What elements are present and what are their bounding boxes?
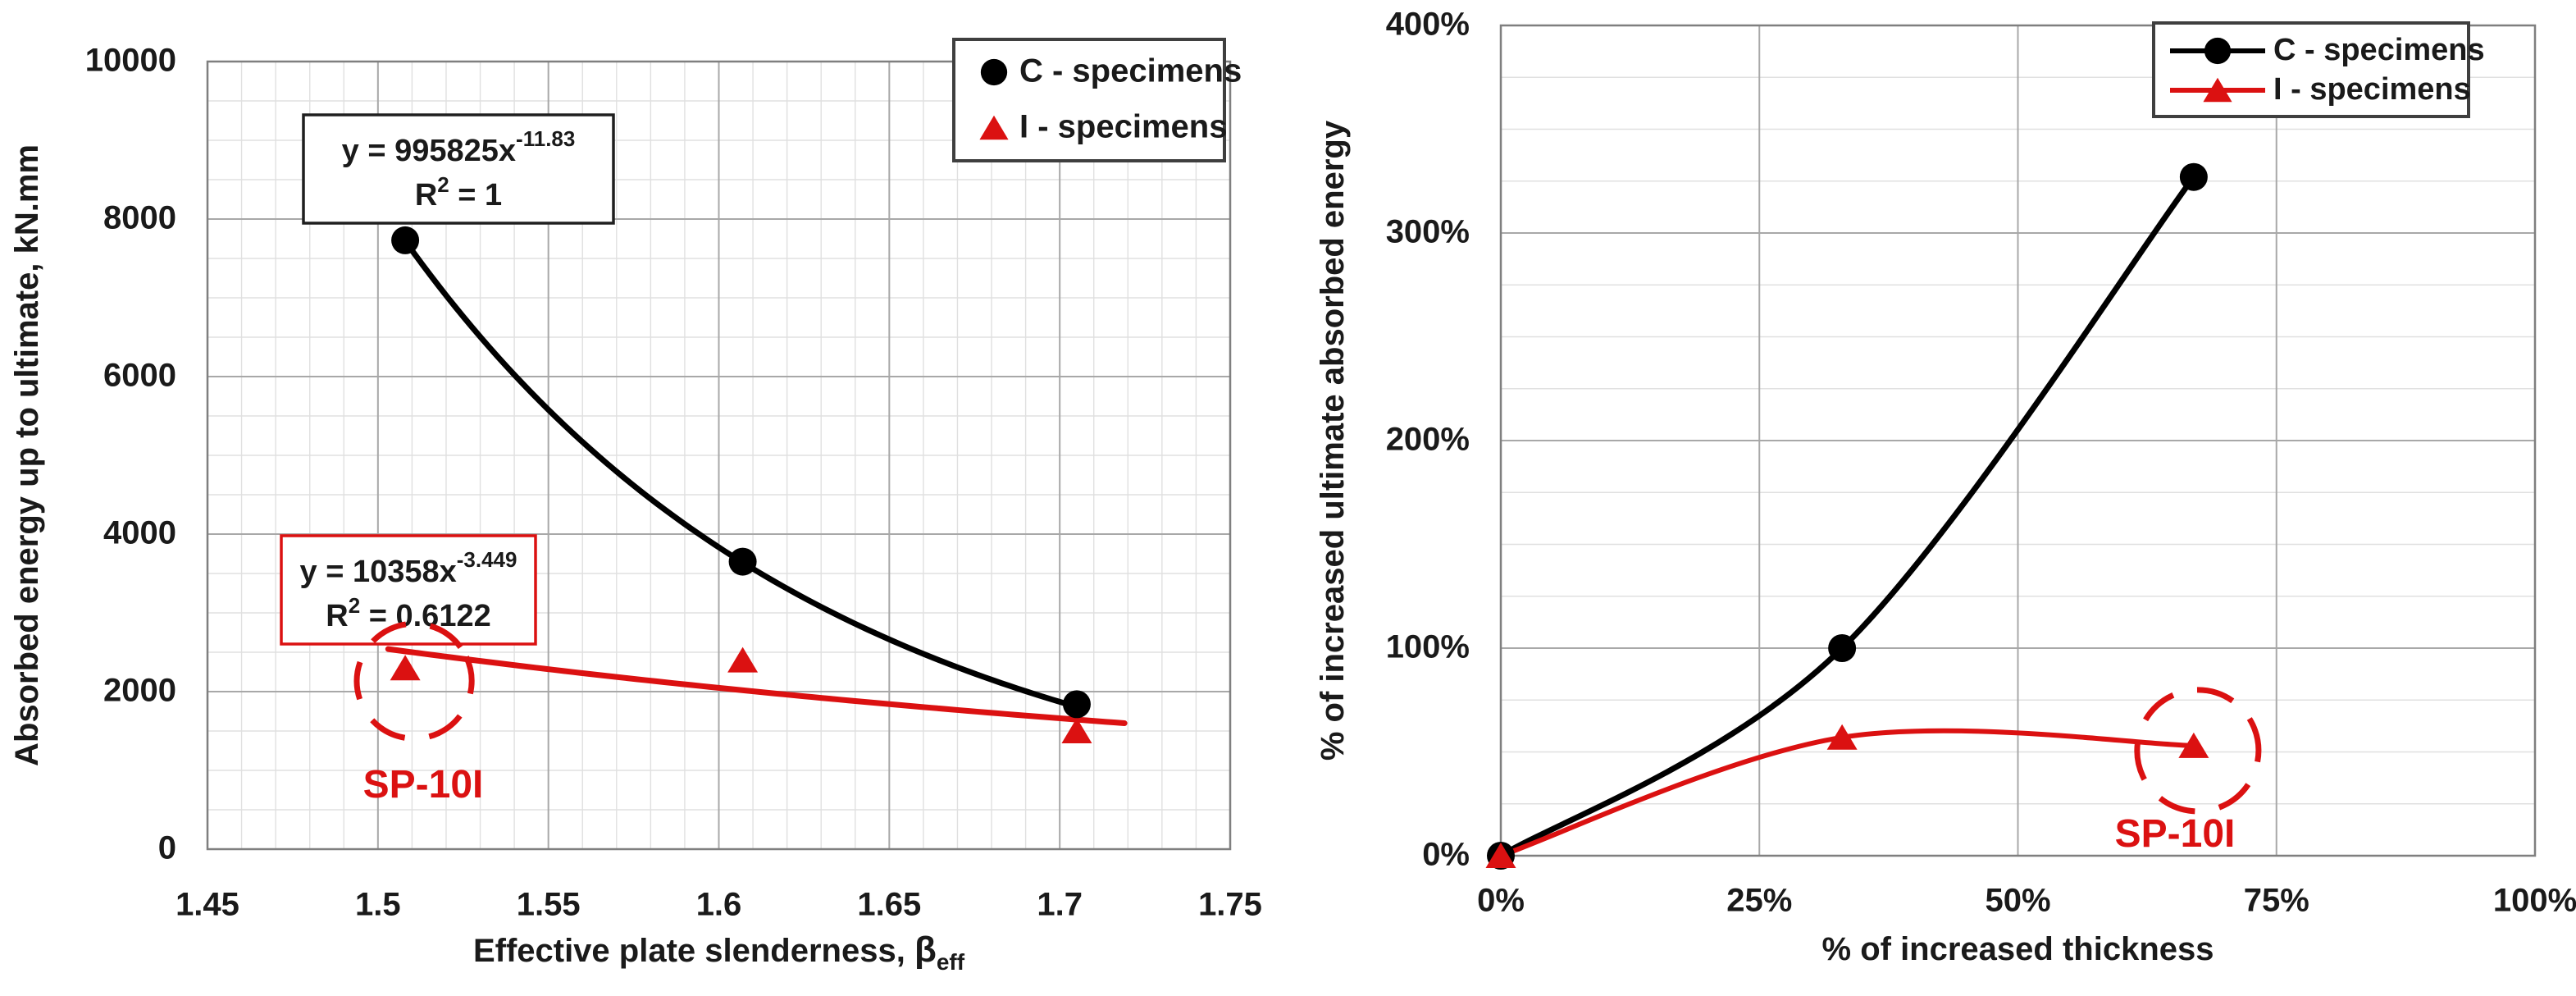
legend-label: I - specimens	[1019, 109, 1227, 145]
data-point-i-2	[2178, 732, 2209, 758]
r-squared-sup: 2	[349, 593, 360, 618]
data-point-i-1	[727, 646, 759, 673]
equation-exponent: -3.449	[457, 547, 517, 572]
x-tick-label: 25%	[1726, 883, 1792, 919]
triangle-marker	[2178, 732, 2209, 758]
x-axis-title-text: Effective plate slenderness,	[473, 933, 914, 969]
series-line-c-specimens	[1498, 174, 2197, 859]
equation-base: y = 995825x	[342, 134, 516, 168]
legend-entry-c-specimens: C - specimens	[980, 53, 1242, 89]
equation-line-2: R2 = 1	[415, 172, 502, 212]
data-point-i-2	[1061, 718, 1092, 743]
data-point-i-0	[1485, 843, 1516, 868]
data-point-c-2	[2179, 162, 2208, 191]
plot-frame	[206, 60, 1232, 851]
triangle-marker	[1826, 724, 1858, 750]
legend-entry-i-specimens: I - specimens	[979, 109, 1227, 145]
legend-label: I - specimens	[2273, 72, 2471, 107]
y-tick-label: 100%	[1386, 629, 1470, 665]
x-tick-label: 75%	[2244, 883, 2309, 919]
equation-box-border	[302, 113, 615, 225]
right-chart: C - specimens I - specimens SP-10I 0% 100% 20…	[1315, 7, 2576, 967]
y-tick-label: 0	[158, 830, 176, 866]
circle-marker	[728, 547, 757, 576]
x-tick-label: 0%	[1477, 883, 1525, 919]
legend: C - specimens I - specimens	[2152, 21, 2485, 118]
r-squared-rest: = 0.6122	[360, 599, 491, 633]
x-axis-title-subscript: eff	[937, 949, 965, 975]
legend-circle-marker	[980, 58, 1008, 86]
data-point-i-0	[390, 655, 421, 681]
x-axis-title: % of increased thickness	[1822, 931, 2214, 967]
x-tick-label: 1.65	[857, 887, 921, 923]
x-tick-label: 100%	[2493, 883, 2576, 919]
y-tick-label: 400%	[1386, 7, 1470, 43]
y-tick-label: 2000	[103, 673, 176, 709]
sp-10i-dashed-circle	[353, 620, 475, 742]
triangle-marker	[1485, 843, 1516, 868]
beta-symbol: β	[914, 930, 937, 970]
y-axis-title: % of increased ultimate absorbed energy	[1315, 120, 1351, 761]
y-tick-label: 300%	[1386, 214, 1470, 250]
circle-marker	[391, 226, 420, 254]
circle-marker	[2179, 162, 2208, 191]
triangle-marker	[1061, 718, 1092, 743]
data-point-c-0	[391, 226, 420, 254]
legend-triangle-marker	[979, 115, 1009, 140]
r-squared-rest: = 1	[449, 178, 502, 212]
data-point-c-2	[1062, 690, 1091, 719]
equation-exponent: -11.83	[516, 126, 575, 151]
x-tick-label: 1.5	[355, 887, 401, 923]
y-tick-label: 10000	[85, 43, 176, 79]
plot-frame	[1499, 24, 2537, 857]
data-point-c-1	[1828, 634, 1857, 662]
x-axis-title: Effective plate slenderness, βeff	[473, 930, 965, 975]
trendline-i-specimens	[385, 646, 1128, 727]
equation-line-1: y = 10358x-3.449	[300, 547, 517, 589]
x-tick-label: 1.75	[1198, 887, 1262, 923]
equation-line-1: y = 995825x-11.83	[342, 126, 576, 168]
x-tick-label: 1.6	[696, 887, 742, 923]
circle-marker	[1828, 634, 1857, 662]
r-squared-base: R	[415, 178, 437, 212]
triangle-marker	[727, 646, 759, 673]
data-point-i-1	[1826, 724, 1858, 750]
y-tick-label: 6000	[103, 358, 176, 394]
y-axis-title: Absorbed energy up to ultimate, kN.mm	[9, 144, 45, 766]
equation-base: y = 10358x	[300, 555, 457, 589]
legend-label: C - specimens	[2273, 33, 2485, 67]
r-squared-sup: 2	[437, 172, 449, 197]
legend-label: C - specimens	[1019, 53, 1242, 89]
x-tick-label: 50%	[1985, 883, 2050, 919]
y-tick-label: 200%	[1386, 422, 1470, 458]
circle-marker	[1062, 690, 1091, 719]
x-tick-label: 1.55	[517, 887, 581, 923]
legend-circle-marker	[2204, 37, 2232, 65]
legend-triangle-marker	[2203, 77, 2232, 103]
y-tick-label: 0%	[1422, 837, 1470, 873]
sp-10i-label: SP-10I	[2115, 812, 2236, 856]
sp-10i-label: SP-10I	[363, 763, 484, 806]
legend: C - specimens I - specimens	[952, 38, 1242, 162]
x-tick-label: 1.45	[176, 887, 239, 923]
legend-box	[952, 38, 1226, 162]
equation-box-border	[280, 534, 537, 646]
legend-entry-i-specimens: I - specimens	[2170, 72, 2471, 107]
y-tick-label: 4000	[103, 515, 176, 551]
sp-10i-dashed-circle	[2134, 687, 2262, 815]
equation-line-2: R2 = 0.6122	[326, 593, 490, 633]
y-tick-label: 8000	[103, 200, 176, 236]
legend-entry-c-specimens: C - specimens	[2170, 33, 2485, 67]
x-tick-label: 1.7	[1037, 887, 1083, 923]
triangle-marker	[390, 655, 421, 681]
r-squared-base: R	[326, 599, 348, 633]
data-point-c-1	[728, 547, 757, 576]
